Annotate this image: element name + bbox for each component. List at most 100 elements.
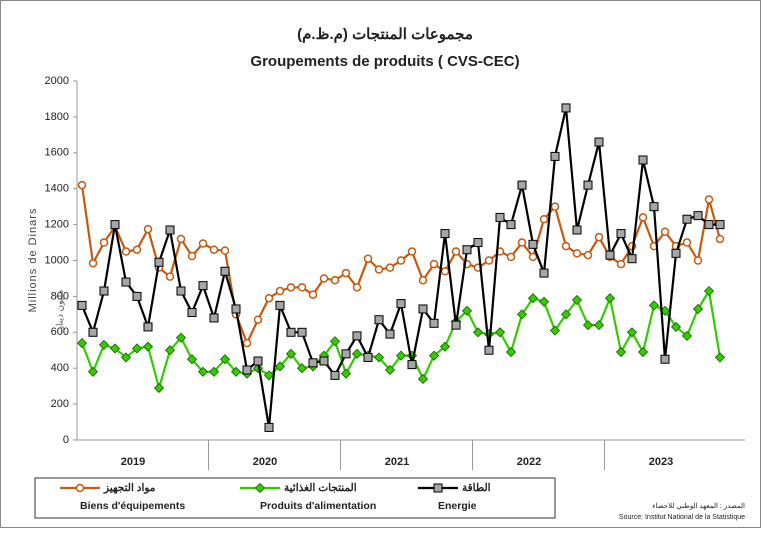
data-point [351,348,363,359]
data-point [583,180,593,190]
data-point [714,352,726,363]
data-point [703,285,715,297]
x-tick-label: 2020 [253,456,277,468]
data-point [693,256,703,265]
data-point [109,343,121,354]
data-point [582,320,594,331]
data-point [143,224,153,234]
data-point [495,212,505,222]
legend-label: Produits d'alimentation [260,500,376,512]
data-point [637,346,649,358]
legend-label-ar: الطاقة [462,482,491,494]
x-tick-label: 2021 [385,456,409,468]
data-point [143,322,153,332]
data-point [417,373,429,385]
data-point [374,315,384,325]
data-point [187,308,197,318]
data-point [517,238,527,247]
data-point [682,214,692,224]
chart-title-ar: مجموعات المنتجات (م.ظ.م) [297,26,473,43]
y-tick-label: 0 [63,434,69,446]
data-point [604,293,616,304]
data-point [242,338,252,348]
y-tick-label: 800 [51,290,69,302]
data-point [176,286,186,296]
data-point [715,220,725,230]
data-point [605,250,615,260]
data-point [572,249,582,258]
data-point [506,252,516,262]
data-point [615,346,627,358]
data-point [494,327,506,338]
data-point [693,211,703,221]
x-tick-label: 2019 [121,456,145,468]
data-point [560,309,572,320]
data-point [561,103,571,113]
data-point [561,241,571,251]
data-point [638,213,648,222]
data-point [593,320,605,331]
data-point [77,300,87,310]
y-tick-label: 2000 [45,75,69,87]
legend-marker [75,483,85,493]
legend-label: Biens d'équipements [80,500,185,512]
data-point [264,422,274,432]
data-point [219,354,231,365]
legend-label: Energie [438,500,477,512]
data-point [164,345,176,356]
data-point [418,304,428,314]
data-point [121,277,131,287]
data-point [462,245,472,255]
data-point [396,299,406,309]
y-tick-label: 1600 [45,147,69,159]
x-tick-label: 2023 [649,456,673,468]
data-point [165,272,175,281]
data-point [395,350,407,361]
data-point [505,346,517,358]
data-point [506,220,516,230]
data-point [648,300,660,311]
data-point [407,247,417,256]
data-point [385,329,395,339]
data-point [461,305,473,316]
y-tick-label: 1200 [45,219,69,231]
data-point [539,268,549,278]
data-point [208,366,220,377]
data-point [616,259,626,269]
data-point [616,229,626,239]
y-tick-label: 200 [51,398,69,410]
data-point [484,256,494,265]
data-point [186,354,198,365]
data-point [440,229,450,239]
data-point [296,363,308,374]
data-point [682,238,692,247]
data-point [99,238,109,247]
data-point [627,254,637,264]
data-point [132,245,142,254]
data-point [153,382,165,394]
data-point [583,250,593,260]
data-point [440,267,450,276]
source: Source: Institut National de la Statisti… [619,514,745,521]
data-point [253,315,263,324]
data-point [285,348,297,359]
data-point [341,268,351,278]
data-point [373,352,385,363]
data-point [120,352,132,363]
data-point [572,225,582,235]
data-point [308,358,318,368]
data-point [527,293,539,304]
data-point [418,275,428,285]
data-point [451,320,461,330]
data-point [275,300,285,310]
data-point [263,370,275,381]
data-point [132,291,142,301]
data-point [142,341,154,352]
data-point [341,349,351,359]
data-point [264,293,274,303]
data-point [198,239,208,248]
data-point [352,331,362,341]
data-point [638,155,648,165]
data-point [571,294,583,306]
